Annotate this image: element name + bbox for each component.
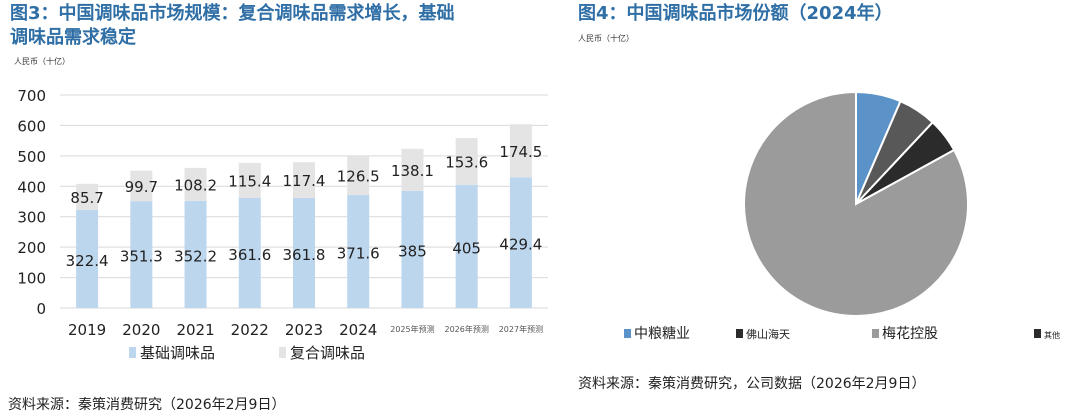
bar-base-label: 352.2	[174, 247, 217, 265]
bar-compound-label: 138.1	[391, 162, 434, 180]
pie-slice-3	[743, 90, 969, 317]
bar-base-2	[184, 200, 207, 308]
bar-base-6	[401, 190, 424, 308]
bar-compound-label: 153.6	[445, 153, 488, 171]
bar-compound-3	[238, 162, 261, 198]
bar-base-label: 371.6	[337, 244, 380, 262]
y-tick-label: 400	[17, 178, 46, 196]
market-size-source: 资料来源：秦策消费研究（2026年2月9日）	[8, 397, 286, 413]
bar-base-3	[238, 197, 261, 308]
bar-base-label: 351.3	[120, 248, 163, 266]
market-size-unit-label: 人民币（十亿）	[14, 57, 70, 66]
bar-base-7	[455, 184, 478, 308]
bar-compound-label: 174.5	[499, 143, 542, 161]
legend-label-base: 基础调味品	[140, 344, 215, 362]
x-tick-label: 2022	[231, 321, 269, 339]
y-tick-label: 600	[17, 117, 46, 135]
legend-swatch-base	[129, 347, 136, 358]
market-size-bar-chart: 0 100 200 300 400 500 600 700 322.4 85.7 2019 351.3…	[17, 87, 548, 362]
market-size-panel: 图3：中国调味品市场规模：复合调味品需求增长，基础 调味品需求稳定 人民币（十亿…	[8, 2, 548, 413]
bar-compound-5	[347, 156, 370, 195]
x-tick-label: 2023	[285, 321, 323, 339]
market-share-source: 资料来源：秦策消费研究，公司数据（2026年2月9日）	[578, 376, 926, 392]
bar-base-label: 322.4	[66, 252, 109, 270]
legend-label: 其他	[1044, 330, 1060, 340]
market-size-title: 图3：中国调味品市场规模：复合调味品需求增长，基础 调味品需求稳定	[10, 2, 455, 50]
y-tick-label: 200	[17, 239, 46, 257]
x-tick-label: 2024	[339, 321, 377, 339]
bar-base-0	[76, 209, 99, 308]
bar-compound-4	[293, 162, 315, 198]
bar-base-4	[293, 197, 315, 308]
market-share-pie-chart: 中粮糖业 佛山海天 梅花控股 其他	[624, 90, 1060, 342]
bar-base-5	[347, 194, 370, 308]
y-tick-label: 100	[17, 270, 46, 288]
bar-compound-label: 115.4	[228, 172, 271, 190]
x-tick-label: 2019	[68, 321, 106, 339]
y-tick-label: 700	[17, 87, 46, 105]
y-tick-label: 300	[17, 209, 46, 227]
bar-compound-6	[401, 148, 424, 191]
bar-base-label: 361.6	[228, 246, 271, 264]
bar-base-label: 361.8	[283, 246, 326, 264]
x-tick-label: 2021	[176, 321, 214, 339]
legend-label: 佛山海天	[746, 327, 790, 341]
y-tick-label: 500	[17, 148, 46, 166]
bar-base-label: 385	[398, 242, 427, 260]
legend-swatch	[736, 329, 743, 338]
bar-compound-8	[509, 124, 532, 178]
bar-compound-1	[130, 170, 153, 202]
bar-compound-0	[76, 183, 99, 210]
bar-compound-label: 126.5	[337, 168, 380, 186]
x-tick-label: 2027年预测	[499, 324, 543, 334]
market-size-title-line-2: 调味品需求稳定	[10, 27, 136, 48]
x-tick-label: 2025年预测	[390, 324, 434, 334]
bar-compound-7	[455, 138, 478, 185]
bar-compound-2	[184, 167, 207, 201]
bar-compound-label: 99.7	[125, 178, 158, 196]
legend-swatch-compound	[279, 347, 286, 358]
market-share-unit-label: 人民币（十亿）	[578, 34, 634, 43]
bar-compound-label: 108.2	[174, 176, 217, 194]
x-tick-label: 2026年预测	[444, 324, 488, 334]
legend-label: 中粮糖业	[634, 326, 690, 342]
legend-swatch	[624, 329, 631, 338]
bar-compound-label: 117.4	[283, 172, 326, 190]
legend-swatch	[1034, 329, 1041, 338]
legend-label: 梅花控股	[882, 326, 938, 342]
x-tick-label: 2020	[122, 321, 160, 339]
bar-base-1	[130, 201, 153, 308]
market-share-panel: 图4：中国调味品市场份额（2024年） 人民币（十亿） 中粮糖业 佛山海天 梅花控股…	[570, 0, 1080, 416]
bar-base-label: 429.4	[499, 236, 542, 254]
legend-label-compound: 复合调味品	[290, 344, 365, 362]
legend-swatch	[872, 329, 879, 338]
market-share-title: 图4：中国调味品市场份额（2024年）	[578, 3, 893, 24]
market-size-title-line-1: 图3：中国调味品市场规模：复合调味品需求增长，基础	[10, 3, 455, 24]
y-tick-label: 0	[36, 300, 46, 318]
bar-base-label: 405	[452, 239, 481, 257]
bar-compound-label: 85.7	[70, 189, 103, 207]
bar-base-8	[509, 177, 532, 308]
